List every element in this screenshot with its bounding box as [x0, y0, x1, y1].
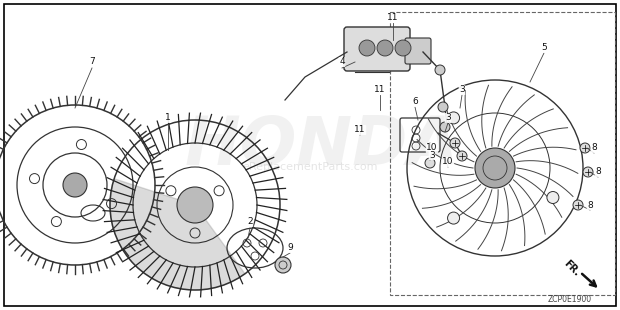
- Text: 5: 5: [541, 43, 547, 52]
- Circle shape: [580, 143, 590, 153]
- Text: eReplacementParts.com: eReplacementParts.com: [242, 162, 378, 172]
- Text: 9: 9: [287, 243, 293, 253]
- Circle shape: [475, 148, 515, 188]
- Text: 1: 1: [165, 113, 171, 122]
- Text: 8: 8: [595, 167, 601, 176]
- Circle shape: [440, 122, 450, 132]
- Circle shape: [425, 158, 435, 168]
- Circle shape: [573, 200, 583, 210]
- Circle shape: [63, 173, 87, 197]
- Text: 10: 10: [442, 157, 454, 166]
- Text: 3: 3: [445, 113, 451, 122]
- Circle shape: [395, 40, 411, 56]
- Text: 4: 4: [339, 57, 345, 67]
- Text: 11: 11: [374, 86, 386, 95]
- Text: FR.: FR.: [562, 258, 582, 278]
- Polygon shape: [110, 179, 245, 290]
- Circle shape: [583, 167, 593, 177]
- Circle shape: [359, 40, 375, 56]
- Text: 8: 8: [587, 201, 593, 210]
- Circle shape: [547, 192, 559, 203]
- Circle shape: [377, 40, 393, 56]
- Text: 7: 7: [89, 57, 95, 67]
- Text: ZCP0E1900: ZCP0E1900: [548, 295, 592, 304]
- Text: 11: 11: [388, 14, 399, 23]
- Bar: [390, 12, 615, 295]
- Circle shape: [448, 212, 459, 224]
- Text: 8: 8: [591, 144, 597, 153]
- FancyBboxPatch shape: [344, 27, 410, 71]
- Circle shape: [450, 138, 460, 148]
- Circle shape: [435, 65, 445, 75]
- Text: HONDA: HONDA: [185, 113, 460, 179]
- Circle shape: [438, 102, 448, 112]
- Text: 6: 6: [412, 98, 418, 107]
- Text: 3: 3: [429, 150, 435, 160]
- Circle shape: [177, 187, 213, 223]
- Circle shape: [457, 151, 467, 161]
- Circle shape: [275, 257, 291, 273]
- Text: 10: 10: [427, 144, 438, 153]
- Circle shape: [448, 112, 459, 124]
- Text: 2: 2: [247, 218, 253, 227]
- FancyBboxPatch shape: [405, 38, 431, 64]
- Text: 3: 3: [459, 86, 465, 95]
- Text: 11: 11: [354, 126, 366, 135]
